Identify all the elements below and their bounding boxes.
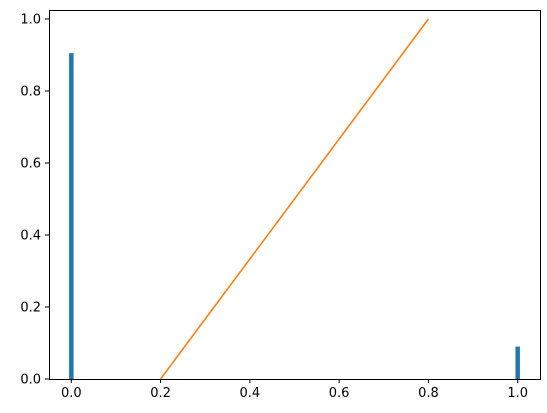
bar [69, 53, 74, 379]
series-line [159, 18, 430, 380]
y-tick-label: 0.2 [20, 301, 41, 316]
x-tick-label: 0.6 [329, 386, 350, 401]
x-tick-label: 0.2 [150, 386, 171, 401]
plot-frame [49, 10, 541, 380]
y-tick-label: 0.8 [20, 85, 41, 100]
y-tick-label: 0.6 [20, 157, 41, 172]
y-tick-label: 0.0 [20, 373, 41, 388]
y-tick-label: 1.0 [20, 13, 41, 28]
x-tick-label: 0.4 [240, 386, 261, 401]
x-axis: 0.0 0.2 0.4 0.6 0.8 1.0 [61, 379, 528, 401]
x-tick-label: 0.8 [418, 386, 439, 401]
y-tick-label: 0.4 [20, 229, 41, 244]
x-tick-label: 0.0 [61, 386, 82, 401]
lines-layer [159, 18, 430, 380]
bars-layer [69, 53, 520, 379]
bar [515, 346, 520, 379]
y-axis: 0.0 0.2 0.4 0.6 0.8 1.0 [20, 13, 49, 388]
x-tick-label: 1.0 [507, 386, 528, 401]
